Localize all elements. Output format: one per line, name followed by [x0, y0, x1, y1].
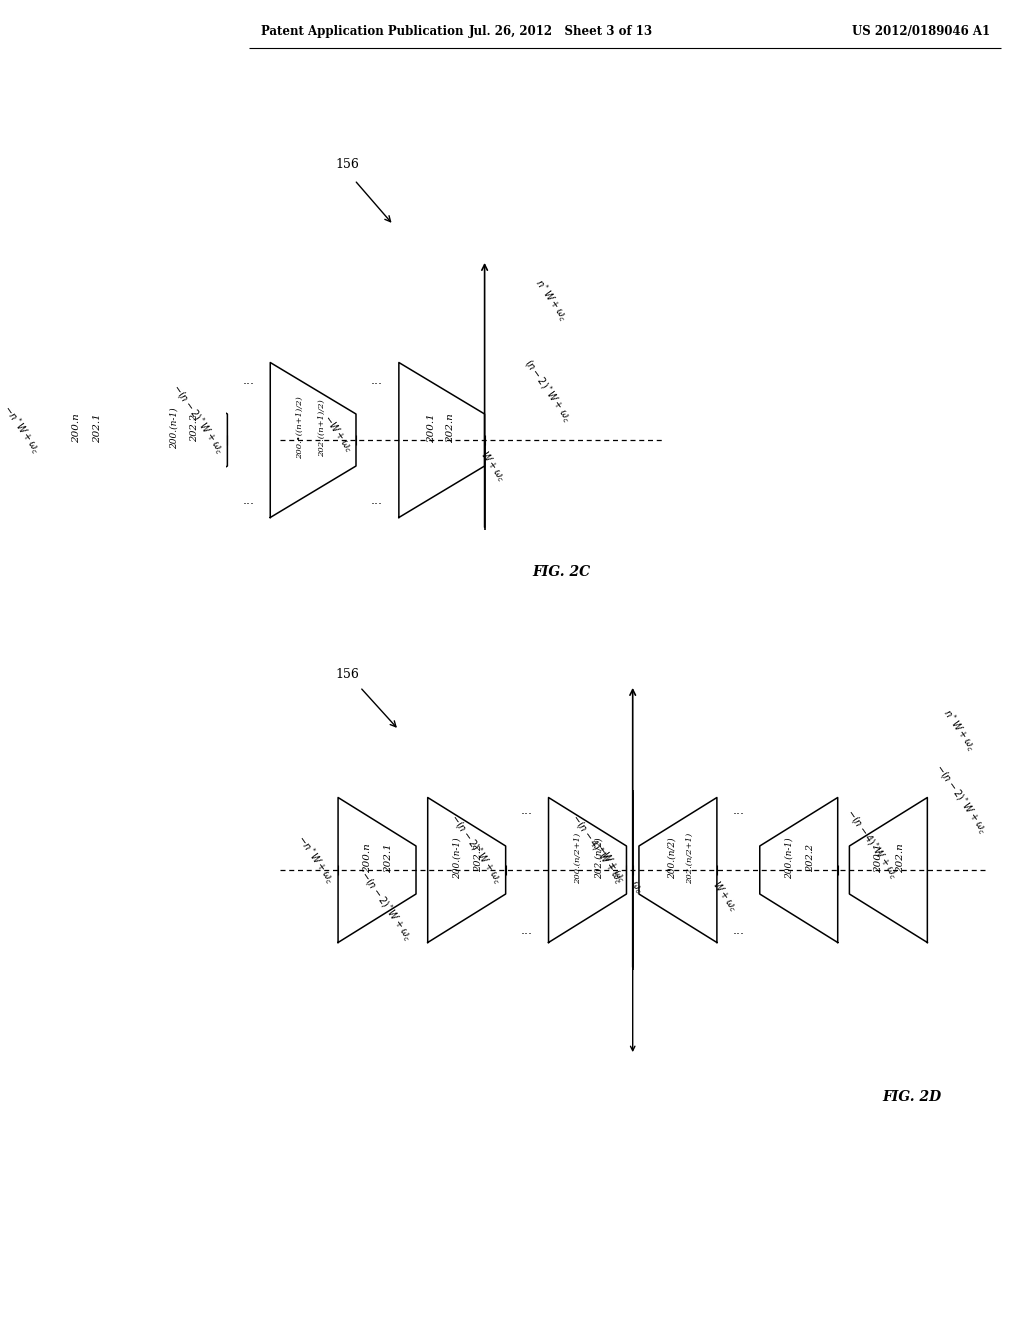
Text: ...: ...	[371, 374, 383, 387]
Text: $W+\omega_c$: $W+\omega_c$	[477, 447, 509, 484]
Text: 200.n: 200.n	[364, 843, 372, 873]
Text: 200.(n-1): 200.(n-1)	[784, 837, 794, 879]
Text: FIG. 2C: FIG. 2C	[531, 565, 590, 579]
Text: $-(n-2)^*W+\omega_c$: $-(n-2)^*W+\omega_c$	[446, 810, 506, 887]
Text: 200.•((n+1)/2): 200.•((n+1)/2)	[296, 396, 304, 459]
Text: ...: ...	[243, 494, 254, 507]
Text: 156: 156	[335, 158, 358, 172]
Text: 200.n: 200.n	[73, 413, 81, 444]
Text: 200.(n/2): 200.(n/2)	[668, 837, 676, 879]
Text: 202.(n/2): 202.(n/2)	[595, 837, 604, 879]
Text: $-(n-4)^*W+\omega_c$: $-(n-4)^*W+\omega_c$	[842, 807, 901, 882]
Text: 200.(n-1): 200.(n-1)	[170, 407, 179, 449]
Text: 200.(n-1): 200.(n-1)	[453, 837, 462, 879]
Text: ...: ...	[520, 924, 532, 936]
Text: $-(n-2)^*W+\omega_c$: $-(n-2)^*W+\omega_c$	[931, 762, 991, 837]
Text: $-(n-2)^*W+\omega_c$: $-(n-2)^*W+\omega_c$	[356, 867, 416, 944]
Text: 202.(n/2+1): 202.(n/2+1)	[686, 833, 693, 883]
Text: 200.(n/2+1): 200.(n/2+1)	[574, 833, 582, 883]
Text: 200.1: 200.1	[427, 413, 436, 444]
Text: ...: ...	[371, 494, 383, 507]
Text: Jul. 26, 2012   Sheet 3 of 13: Jul. 26, 2012 Sheet 3 of 13	[469, 25, 653, 38]
Text: $-n^*W+\omega_c$: $-n^*W+\omega_c$	[293, 832, 338, 887]
Text: $W+\omega_c$: $W+\omega_c$	[710, 878, 741, 915]
Text: 202.n: 202.n	[896, 843, 904, 873]
Text: ...: ...	[733, 804, 744, 817]
Text: 202.2: 202.2	[474, 843, 483, 873]
Text: 202.2: 202.2	[806, 843, 815, 873]
Text: $\omega_c$: $\omega_c$	[627, 878, 644, 896]
Text: $n^*W+\omega_c$: $n^*W+\omega_c$	[939, 706, 980, 755]
Text: $-n^*W+\omega_c$: $-n^*W+\omega_c$	[0, 401, 44, 457]
Text: FIG. 2D: FIG. 2D	[883, 1090, 941, 1104]
Text: Patent Application Publication: Patent Application Publication	[261, 25, 464, 38]
Text: $(n-2)^*W+\omega_c$: $(n-2)^*W+\omega_c$	[520, 356, 574, 425]
Text: 156: 156	[335, 668, 358, 681]
Text: ...: ...	[520, 804, 532, 817]
Text: $n^*W+\omega_c$: $n^*W+\omega_c$	[531, 276, 572, 325]
Text: 202.1: 202.1	[93, 413, 101, 444]
Text: ...: ...	[733, 924, 744, 936]
Text: $-W+\omega_c$: $-W+\omega_c$	[319, 412, 356, 455]
Text: 202.1: 202.1	[384, 843, 393, 873]
Text: $-(n-2)^*W+\omega_c$: $-(n-2)^*W+\omega_c$	[168, 381, 227, 457]
Text: 200.1: 200.1	[874, 843, 884, 873]
Text: 202.((n+1)/2): 202.((n+1)/2)	[317, 399, 326, 457]
Text: US 2012/0189046 A1: US 2012/0189046 A1	[852, 25, 990, 38]
Text: 202.2: 202.2	[190, 414, 200, 442]
Text: 202.n: 202.n	[445, 413, 455, 444]
Text: ...: ...	[243, 374, 254, 387]
Text: $-W+\omega_c$: $-W+\omega_c$	[593, 842, 629, 886]
Text: $-(n-4)^*W+\omega_c$: $-(n-4)^*W+\omega_c$	[567, 810, 627, 887]
